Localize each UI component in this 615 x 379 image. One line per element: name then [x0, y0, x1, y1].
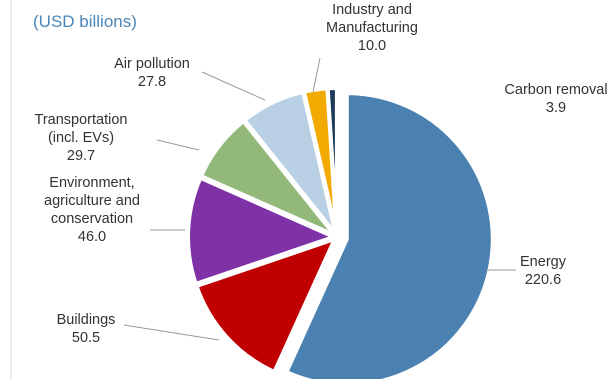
slice-name: Carbon removal — [504, 82, 607, 98]
leader-lines — [123, 57, 516, 341]
slice-name: conservation — [51, 211, 133, 227]
slice-name: agriculture and — [44, 193, 140, 209]
leader-line-2 — [123, 324, 220, 341]
slice-value: 10.0 — [358, 38, 386, 54]
slice-label-3: Environment, agriculture and conservation 4… — [44, 175, 140, 245]
leader-line-4 — [156, 139, 200, 151]
pie-slice-3 — [186, 175, 337, 286]
slice-name: Air pollution — [114, 56, 190, 72]
slice-name: Energy — [520, 254, 567, 270]
pie-slice-2 — [194, 237, 337, 374]
slice-value: 46.0 — [78, 229, 106, 245]
slice-label-7: Carbon removal 3.9 — [504, 82, 607, 116]
slice-name: Industry and — [332, 2, 412, 18]
slice-value: 3.9 — [546, 100, 566, 116]
slice-value: 220.6 — [525, 272, 561, 288]
slice-labels: Energy 220.6 Buildings 50.5 Environment, agri… — [35, 2, 608, 346]
slice-value: 27.8 — [138, 74, 166, 90]
slice-value: 50.5 — [72, 330, 100, 346]
slice-label-2: Buildings 50.5 — [57, 312, 116, 346]
leader-line-5 — [201, 71, 266, 101]
slice-label-4: Transportation (incl. EVs) 29.7 — [35, 112, 128, 164]
slice-name: Transportation — [35, 112, 128, 128]
leader-line-6 — [312, 57, 321, 93]
pie-slice-7 — [325, 86, 339, 237]
slice-label-5: Air pollution 27.8 — [114, 56, 190, 90]
pie-slices — [186, 86, 495, 379]
slice-value: 29.7 — [67, 148, 95, 164]
slice-label-1: Energy 220.6 — [520, 254, 567, 288]
chart-subtitle: (USD billions) — [33, 12, 137, 31]
slice-label-6: Industry and Manufacturing 10.0 — [326, 2, 418, 54]
slice-name: Buildings — [57, 312, 116, 328]
slice-name: Manufacturing — [326, 20, 418, 36]
slice-name: (incl. EVs) — [48, 130, 114, 146]
slice-name: Environment, — [49, 175, 134, 191]
